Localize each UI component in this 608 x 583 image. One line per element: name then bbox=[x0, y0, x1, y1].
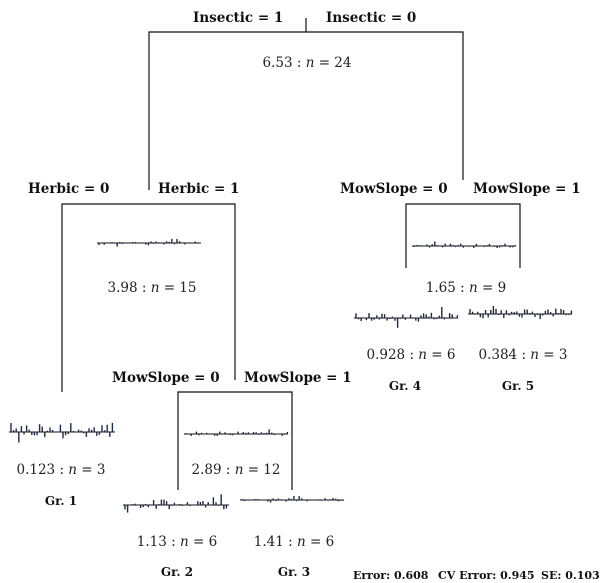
gr5-leaf-label: 0.384 : n = 3 bbox=[479, 347, 568, 363]
split-insectic-0-label: Insectic = 0 bbox=[326, 10, 416, 26]
gr3-group-label: Gr. 3 bbox=[278, 565, 310, 579]
gr1-leaf-label: 0.123 : n = 3 bbox=[17, 462, 106, 478]
herbic-node-sparkline bbox=[97, 238, 202, 247]
root-split-bracket bbox=[148, 31, 464, 190]
gr2-leaf-label: 1.13 : n = 6 bbox=[137, 534, 217, 550]
mowslope-right-split-bracket bbox=[405, 203, 521, 268]
gr3-leaf-sparkline bbox=[240, 496, 345, 503]
gr3-leaf-label: 1.41 : n = 6 bbox=[254, 534, 334, 550]
gr4-group-label: Gr. 4 bbox=[389, 379, 421, 393]
split-mowslope-0-left-label: MowSlope = 0 bbox=[112, 370, 220, 386]
gr1-leaf-sparkline bbox=[9, 422, 115, 443]
gr5-group-label: Gr. 5 bbox=[502, 379, 534, 393]
split-herbic-1-label: Herbic = 1 bbox=[158, 181, 239, 197]
gr2-leaf-sparkline bbox=[123, 494, 229, 513]
gr4-leaf-label: 0.928 : n = 6 bbox=[367, 347, 456, 363]
mowslope-left-node-label: 2.89 : n = 12 bbox=[192, 462, 281, 478]
cv-error-stat: CV Error: 0.945 bbox=[438, 569, 535, 582]
se-stat: SE: 0.103 bbox=[541, 569, 600, 582]
herbic-node-label: 3.98 : n = 15 bbox=[108, 280, 197, 296]
gr4-leaf-sparkline bbox=[354, 307, 459, 328]
gr5-leaf-sparkline bbox=[468, 305, 573, 319]
mowslope-left-split-bracket bbox=[177, 391, 293, 490]
root-node-label: 6.53 : n = 24 bbox=[263, 55, 352, 71]
split-insectic-1-label: Insectic = 1 bbox=[193, 10, 283, 26]
split-mowslope-1-right-label: MowSlope = 1 bbox=[473, 181, 581, 197]
split-herbic-0-label: Herbic = 0 bbox=[28, 181, 109, 197]
gr2-group-label: Gr. 2 bbox=[161, 565, 193, 579]
error-stat: Error: 0.608 bbox=[353, 569, 429, 582]
mowslope-right-node-sparkline bbox=[412, 241, 517, 248]
mowslope-left-node-sparkline bbox=[184, 429, 289, 436]
mowslope-right-node-label: 1.65 : n = 9 bbox=[426, 280, 506, 296]
split-mowslope-1-left-label: MowSlope = 1 bbox=[244, 370, 352, 386]
gr1-group-label: Gr. 1 bbox=[45, 494, 77, 508]
herbic-split-bracket bbox=[61, 203, 236, 392]
split-mowslope-0-right-label: MowSlope = 0 bbox=[340, 181, 448, 197]
